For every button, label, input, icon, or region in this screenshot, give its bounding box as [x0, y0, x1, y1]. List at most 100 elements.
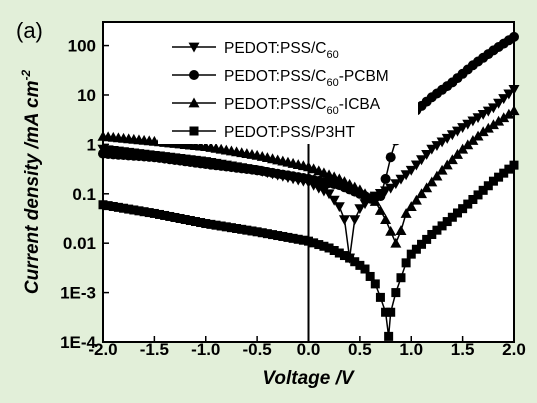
data-point: [339, 251, 349, 261]
data-point: [410, 194, 422, 205]
data-point: [451, 148, 463, 159]
data-point: [304, 236, 313, 246]
x-tick-label: 1.0: [399, 340, 423, 359]
data-point: [426, 176, 438, 187]
data-point: [477, 126, 489, 137]
data-point: [477, 109, 489, 120]
y-tick-label: 1E-3: [60, 284, 96, 303]
data-point: [384, 331, 394, 341]
data-point: [196, 218, 206, 228]
data-point: [283, 232, 293, 242]
y-axis-title: Current density /mA cm-2: [19, 70, 43, 295]
data-point: [375, 292, 385, 302]
legend-entry: PEDOT:PSS/C60: [172, 40, 339, 61]
data-point: [452, 208, 462, 218]
data-point: [401, 258, 411, 268]
data-point: [155, 209, 165, 219]
data-point: [375, 191, 386, 202]
data-point: [201, 219, 211, 229]
data-point: [232, 223, 242, 233]
data-point: [431, 141, 443, 152]
data-point: [385, 225, 397, 236]
data-point: [441, 133, 453, 144]
legend-marker: [188, 97, 200, 108]
x-tick-label: -2.0: [88, 340, 117, 359]
data-point: [334, 248, 344, 258]
data-point: [483, 181, 493, 191]
data-point: [319, 241, 329, 251]
data-point: [185, 216, 195, 226]
data-point: [473, 190, 483, 200]
data-point: [144, 208, 154, 218]
legend-marker: [189, 70, 199, 80]
data-point: [421, 182, 433, 193]
data-point: [463, 199, 473, 209]
panel-label: (a): [16, 18, 43, 43]
data-point: [390, 179, 402, 190]
x-tick-label: -1.5: [140, 340, 169, 359]
data-point: [472, 113, 484, 124]
data-point: [381, 307, 391, 317]
legend-entry: PEDOT:PSS/P3HT: [172, 124, 355, 141]
data-point: [406, 249, 416, 259]
data-point: [139, 207, 149, 217]
series-2: [97, 105, 520, 248]
data-point: [498, 94, 510, 105]
data-point: [482, 122, 494, 133]
data-point: [170, 212, 180, 222]
data-point: [273, 231, 283, 241]
data-point: [314, 240, 324, 250]
data-point: [416, 155, 428, 166]
data-point: [431, 170, 443, 181]
data-point: [278, 231, 288, 241]
data-point: [354, 204, 366, 215]
data-point: [467, 116, 479, 127]
data-point: [252, 227, 262, 237]
data-point: [354, 184, 366, 195]
data-point: [410, 160, 422, 171]
data-point: [487, 119, 499, 130]
data-point: [380, 214, 392, 225]
data-point: [416, 188, 428, 199]
legend-label: PEDOT:PSS/C60-PCBM: [224, 68, 389, 89]
data-point: [247, 226, 257, 236]
data-point: [437, 221, 447, 231]
data-point: [503, 89, 515, 100]
y-tick-label: 1: [87, 135, 96, 154]
y-tick-label: 0.1: [72, 185, 96, 204]
data-point: [380, 173, 391, 184]
data-point: [113, 202, 123, 212]
data-point: [498, 112, 510, 123]
data-point: [134, 206, 144, 216]
data-point: [242, 225, 252, 235]
data-point: [421, 150, 433, 160]
data-point: [458, 204, 468, 214]
data-point: [175, 213, 185, 223]
data-point: [436, 164, 448, 175]
data-point: [385, 183, 397, 194]
data-point: [216, 221, 226, 231]
data-point: [499, 168, 509, 178]
data-point: [226, 223, 236, 233]
data-point: [400, 170, 412, 181]
x-tick-label: 0.5: [348, 340, 372, 359]
data-point: [180, 214, 190, 224]
data-point: [395, 225, 407, 235]
data-point: [190, 217, 200, 227]
data-point: [395, 174, 407, 185]
legend-entry: PEDOT:PSS/C60-PCBM: [172, 68, 389, 89]
data-point: [391, 288, 401, 298]
data-point: [119, 203, 129, 213]
series-3: [98, 160, 519, 341]
x-tick-label: 1.5: [451, 340, 475, 359]
data-point: [493, 115, 505, 126]
y-tick-label: 100: [68, 37, 96, 56]
legend-box: [158, 34, 418, 144]
data-point: [365, 271, 375, 281]
data-point: [293, 234, 303, 244]
data-point: [206, 219, 216, 229]
data-point: [446, 154, 458, 165]
data-point: [369, 195, 381, 206]
data-point: [359, 188, 371, 199]
